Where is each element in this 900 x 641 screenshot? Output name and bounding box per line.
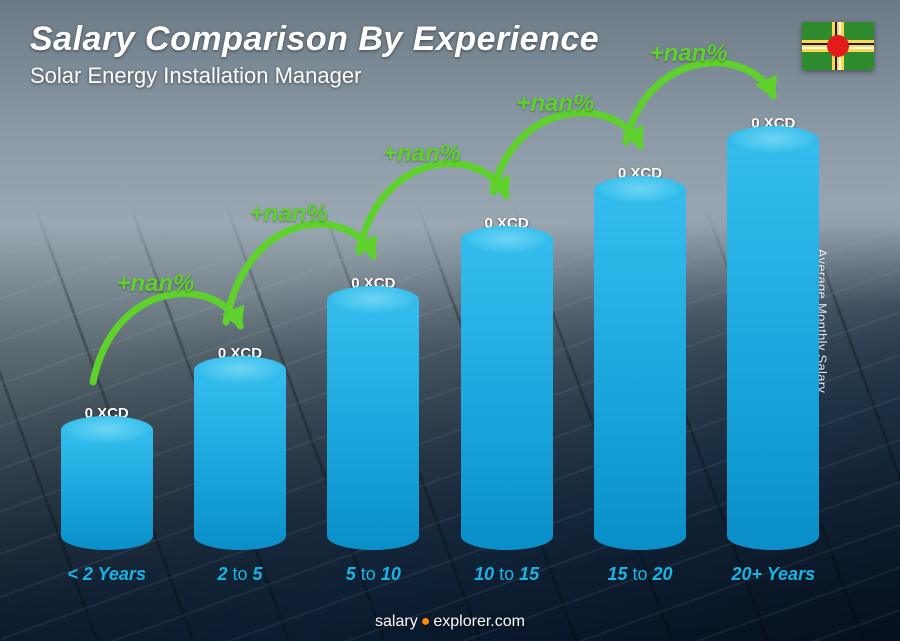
chart-column: 0 XCD2 to 5 <box>173 345 306 585</box>
infographic-stage: Salary Comparison By Experience Solar En… <box>0 0 900 641</box>
bar <box>461 240 553 550</box>
delta-label: +nan% <box>383 140 461 168</box>
bar <box>61 430 153 550</box>
title-block: Salary Comparison By Experience Solar En… <box>30 20 599 89</box>
bar-body <box>194 370 286 550</box>
x-axis-label: 10 to 15 <box>474 564 539 585</box>
x-axis-label: 2 to 5 <box>217 564 262 585</box>
bar <box>327 300 419 550</box>
bar-top-ellipse <box>194 356 286 384</box>
bar-body <box>461 240 553 550</box>
bar-top-ellipse <box>727 126 819 154</box>
x-axis-label: 15 to 20 <box>607 564 672 585</box>
x-axis-label: 20+ Years <box>732 564 816 585</box>
bar-body <box>61 430 153 550</box>
bar-body <box>594 190 686 550</box>
bar-top-ellipse <box>327 286 419 314</box>
bar <box>194 370 286 550</box>
bar-body <box>727 140 819 550</box>
footer-right: explorer.com <box>433 613 525 630</box>
chart-column: 0 XCD5 to 10 <box>307 275 440 585</box>
bar-chart: 0 XCD< 2 Years0 XCD2 to 50 XCD5 to 100 X… <box>40 110 840 585</box>
chart-title: Salary Comparison By Experience <box>30 20 599 59</box>
delta-label: +nan% <box>250 200 328 228</box>
delta-label: +nan% <box>516 90 594 118</box>
bar <box>594 190 686 550</box>
footer-left: salary <box>375 613 418 630</box>
x-axis-label: < 2 Years <box>67 564 146 585</box>
bar <box>727 140 819 550</box>
chart-column: 0 XCD20+ Years <box>707 115 840 585</box>
chart-column: 0 XCD< 2 Years <box>40 405 173 585</box>
footer-brand: salary●explorer.com <box>0 613 900 631</box>
chart-subtitle: Solar Energy Installation Manager <box>30 63 599 89</box>
bar-top-ellipse <box>461 226 553 254</box>
bar-top-ellipse <box>61 416 153 444</box>
delta-label: +nan% <box>116 270 194 298</box>
delta-label: +nan% <box>650 40 728 68</box>
bar-top-ellipse <box>594 176 686 204</box>
chart-column: 0 XCD15 to 20 <box>573 165 706 585</box>
footer-dot-icon: ● <box>421 613 431 630</box>
bar-body <box>327 300 419 550</box>
x-axis-label: 5 to 10 <box>346 564 401 585</box>
flag-icon <box>802 22 874 70</box>
chart-column: 0 XCD10 to 15 <box>440 215 573 585</box>
